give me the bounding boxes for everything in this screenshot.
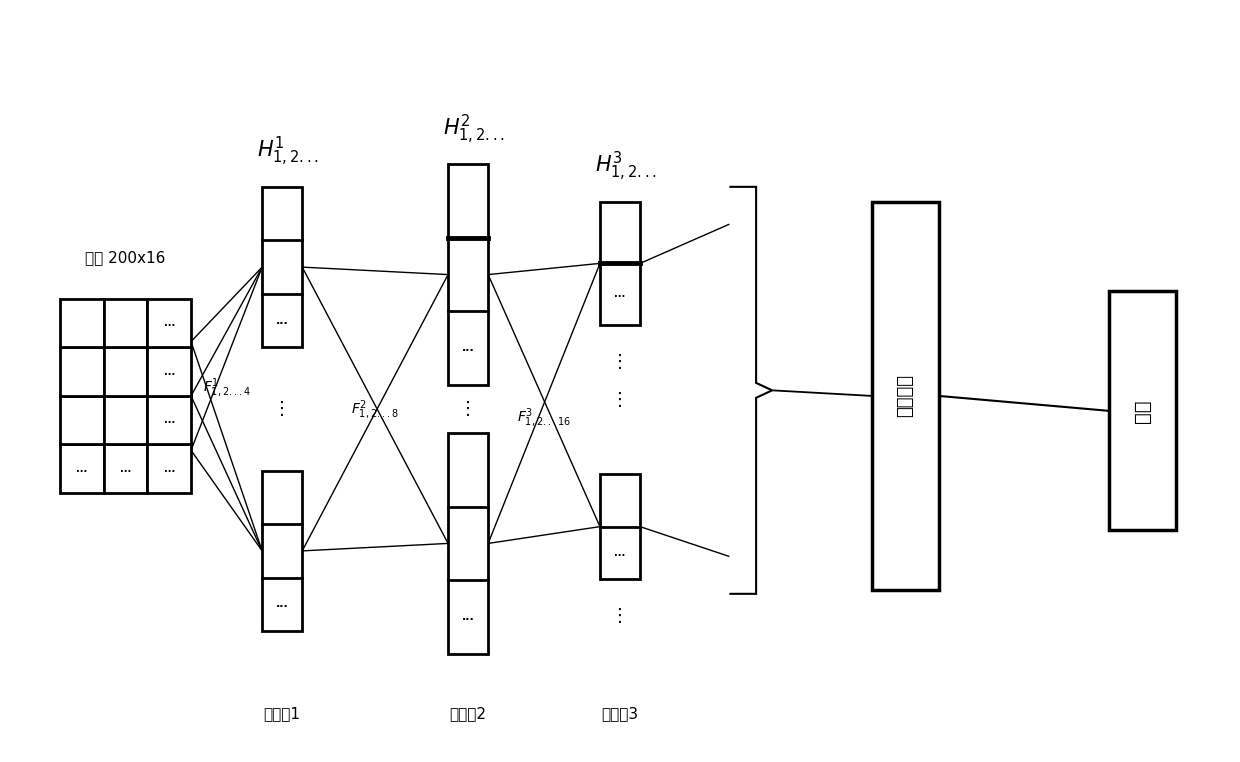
Bar [872,202,939,590]
Bar [103,396,148,444]
Text: 输入 200x16: 输入 200x16 [86,250,166,265]
Bar [60,347,103,396]
Text: 两类: 两类 [1133,399,1152,423]
Text: 卷积屢3: 卷积屢3 [601,706,639,721]
Bar [448,434,489,654]
Text: ...: ... [614,290,626,299]
Text: 卷积屢1: 卷积屢1 [264,706,300,721]
Text: $F^3_{1,2...16}$: $F^3_{1,2...16}$ [517,407,570,430]
Text: ...: ... [164,415,175,425]
Text: ⋮: ⋮ [611,354,629,371]
Bar [600,202,640,325]
Bar [148,347,191,396]
Bar [262,471,303,631]
Text: ...: ... [76,464,87,474]
Bar [600,474,640,579]
Bar [148,396,191,444]
Text: ...: ... [275,600,289,610]
Text: ⋮: ⋮ [611,391,629,408]
Text: ...: ... [461,612,475,622]
Text: ⋮: ⋮ [273,400,291,418]
Bar [60,299,103,347]
Bar [103,347,148,396]
Text: 卷积屢2: 卷积屢2 [450,706,486,721]
Text: $H^1_{1,2...}$: $H^1_{1,2...}$ [258,134,319,168]
Bar [262,187,303,347]
Text: ...: ... [614,548,626,558]
Bar [448,165,489,385]
Text: $H^2_{1,2...}$: $H^2_{1,2...}$ [443,112,505,146]
Text: $H^3_{1,2...}$: $H^3_{1,2...}$ [595,149,657,183]
Text: $F^2_{1,2...8}$: $F^2_{1,2...8}$ [351,399,399,422]
Text: $F^1_{1,2...4}$: $F^1_{1,2...4}$ [202,377,250,400]
Bar [148,444,191,493]
Text: ⋮: ⋮ [459,400,477,418]
Text: ...: ... [275,315,289,325]
Text: ⋮: ⋮ [611,607,629,626]
Text: ...: ... [164,367,175,376]
Bar [60,444,103,493]
Text: ...: ... [164,464,175,474]
Text: ...: ... [164,318,175,328]
Text: 全连接层: 全连接层 [897,374,915,418]
Bar [1109,291,1176,530]
Bar [103,299,148,347]
Bar [103,444,148,493]
Bar [148,299,191,347]
Text: ...: ... [120,464,131,474]
Text: ...: ... [461,343,475,353]
Bar [60,396,103,444]
